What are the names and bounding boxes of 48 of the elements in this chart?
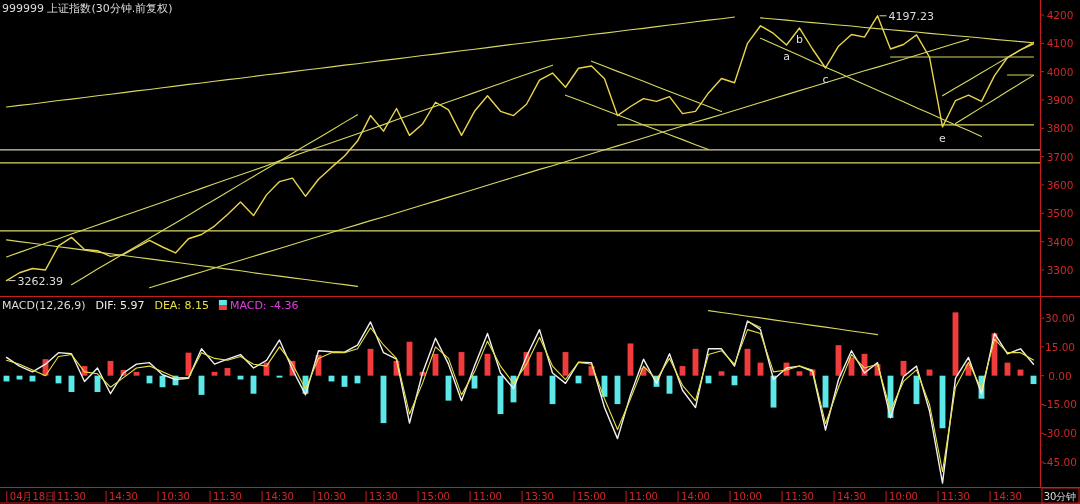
y-tick-label: 3300 [1046,263,1074,276]
x-tick-label: 15:00 [577,491,606,502]
x-tick-label: 13:30 [369,491,398,502]
y-tick-label: 4200 [1046,9,1074,22]
x-tick-label: 10:00 [889,491,918,502]
y-tick-label: 15.00 [1044,340,1076,353]
x-axis-title: 30分钟 [1043,491,1077,502]
x-tick-label: 11:30 [213,491,242,502]
x-tick-label: 10:00 [733,491,762,502]
y-tick-label: 3700 [1046,150,1074,163]
x-tick-label: 15:00 [421,491,450,502]
y-tick-label: -45.00 [1043,456,1077,469]
x-tick-label: 11:00 [629,491,658,502]
annotation: b [796,33,804,47]
annotation: e [939,131,947,145]
y-tick-label: 3900 [1046,93,1074,106]
x-tick-label: 10:30 [317,491,346,502]
x-tick-label: 11:30 [941,491,970,502]
x-tick-label: 14:30 [993,491,1022,502]
y-tick-label: 3600 [1046,178,1074,191]
y-tick-label: -15.00 [1043,398,1077,411]
x-tick-label: 14:00 [681,491,710,502]
x-tick-label: 13:30 [525,491,554,502]
annotation: a [783,50,790,64]
annotation: 4197.23 [888,9,934,23]
text: DEA: 8.15 [154,299,209,312]
x-tick-label: 04月18日 [9,491,56,502]
annotation: c [822,72,829,86]
x-tick-label: 11:00 [473,491,502,502]
chart-title: MACD(12,26,9) [2,299,86,312]
x-tick-label: 11:30 [785,491,814,502]
legend-label: MACD: -4.36 [229,299,299,312]
y-tick-label: 4000 [1046,65,1074,78]
y-tick-label: -30.00 [1043,427,1077,440]
x-tick-label: 11:30 [57,491,86,502]
y-tick-label: 3400 [1046,235,1074,248]
y-tick-label: 3800 [1046,122,1074,135]
text: DIF: 5.97 [95,299,145,312]
chart-title: 999999 上证指数(30分钟.前复权) [2,2,173,15]
y-tick-label: 3500 [1046,207,1074,220]
annotation: 3262.39 [17,274,63,288]
x-tick-label: 14:30 [837,491,866,502]
y-tick-label: 4100 [1046,37,1074,50]
y-tick-label: 30.00 [1044,312,1076,325]
x-tick-label: 10:30 [161,491,190,502]
x-tick-label: 14:30 [109,491,138,502]
x-tick-label: 14:30 [265,491,294,502]
y-tick-label: 0.00 [1048,369,1072,382]
